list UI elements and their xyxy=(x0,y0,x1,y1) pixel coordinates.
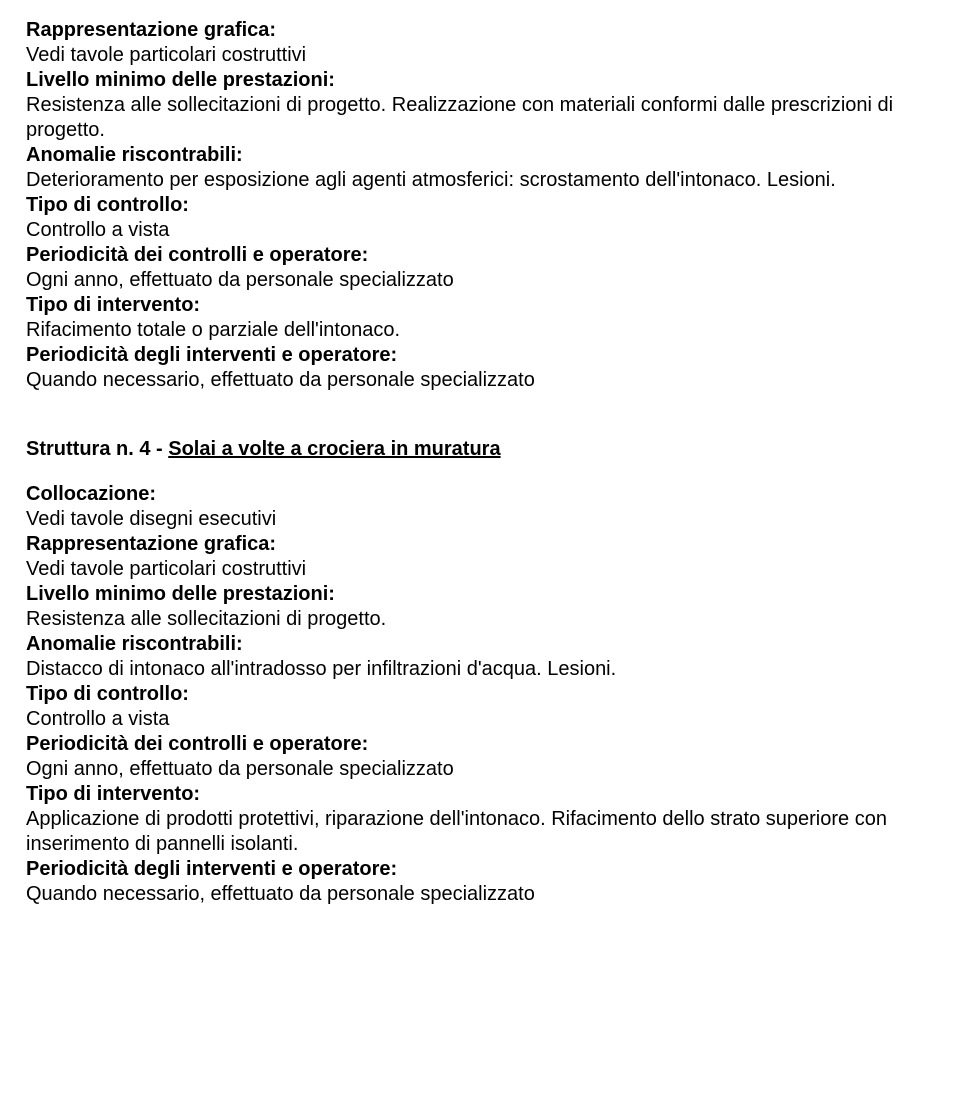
struttura-4-title-underlined: Solai a volte a crociera in muratura xyxy=(168,438,500,460)
value-rappresentazione-grafica: Vedi tavole particolari costruttivi xyxy=(26,557,934,582)
value-livello-minimo: Resistenza alle sollecitazioni di proget… xyxy=(26,93,934,143)
value-collocazione: Vedi tavole disegni esecutivi xyxy=(26,507,934,532)
struttura-4-title: Struttura n. 4 - Solai a volte a crocier… xyxy=(26,437,934,462)
label-tipo-controllo: Tipo di controllo: xyxy=(26,193,934,218)
label-collocazione: Collocazione: xyxy=(26,482,934,507)
struttura-3-block: Rappresentazione grafica: Vedi tavole pa… xyxy=(26,18,934,393)
label-periodicita-controlli: Periodicità dei controlli e operatore: xyxy=(26,732,934,757)
label-anomalie: Anomalie riscontrabili: xyxy=(26,632,934,657)
label-tipo-intervento: Tipo di intervento: xyxy=(26,782,934,807)
value-tipo-controllo: Controllo a vista xyxy=(26,707,934,732)
label-anomalie: Anomalie riscontrabili: xyxy=(26,143,934,168)
label-rappresentazione-grafica: Rappresentazione grafica: xyxy=(26,18,934,43)
value-periodicita-controlli: Ogni anno, effettuato da personale speci… xyxy=(26,268,934,293)
label-rappresentazione-grafica: Rappresentazione grafica: xyxy=(26,532,934,557)
value-periodicita-interventi: Quando necessario, effettuato da persona… xyxy=(26,368,934,393)
value-tipo-intervento: Applicazione di prodotti protettivi, rip… xyxy=(26,807,934,857)
label-livello-minimo: Livello minimo delle prestazioni: xyxy=(26,68,934,93)
label-tipo-controllo: Tipo di controllo: xyxy=(26,682,934,707)
value-livello-minimo: Resistenza alle sollecitazioni di proget… xyxy=(26,607,934,632)
label-livello-minimo: Livello minimo delle prestazioni: xyxy=(26,582,934,607)
label-periodicita-controlli: Periodicità dei controlli e operatore: xyxy=(26,243,934,268)
value-rappresentazione-grafica: Vedi tavole particolari costruttivi xyxy=(26,43,934,68)
label-tipo-intervento: Tipo di intervento: xyxy=(26,293,934,318)
value-periodicita-controlli: Ogni anno, effettuato da personale speci… xyxy=(26,757,934,782)
value-tipo-controllo: Controllo a vista xyxy=(26,218,934,243)
struttura-4-block: Collocazione: Vedi tavole disegni esecut… xyxy=(26,482,934,907)
label-periodicita-interventi: Periodicità degli interventi e operatore… xyxy=(26,857,934,882)
label-periodicita-interventi: Periodicità degli interventi e operatore… xyxy=(26,343,934,368)
value-anomalie: Deterioramento per esposizione agli agen… xyxy=(26,168,934,193)
value-periodicita-interventi: Quando necessario, effettuato da persona… xyxy=(26,882,934,907)
value-tipo-intervento: Rifacimento totale o parziale dell'inton… xyxy=(26,318,934,343)
value-anomalie: Distacco di intonaco all'intradosso per … xyxy=(26,657,934,682)
struttura-4-title-prefix: Struttura n. 4 - xyxy=(26,438,168,460)
